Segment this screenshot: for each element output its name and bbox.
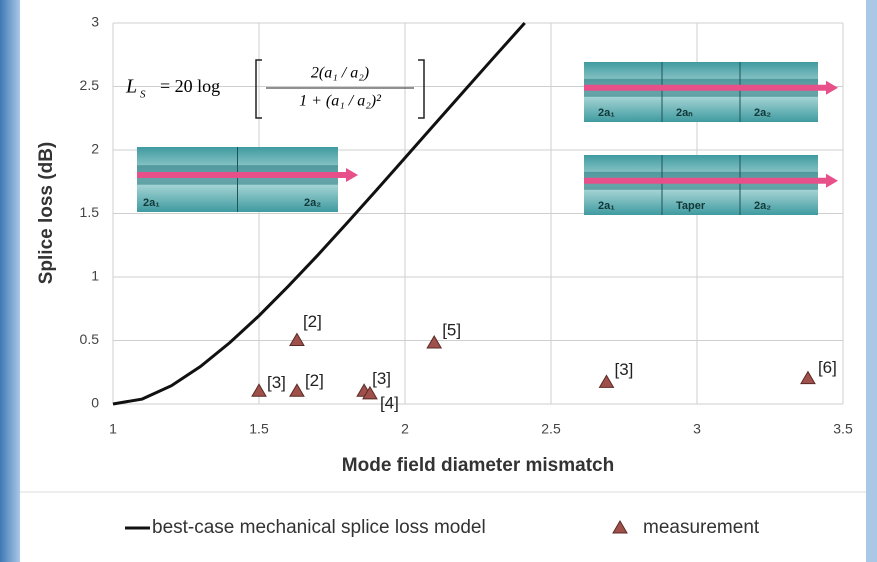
formula-numerator: 2(a₁ / a₂): [311, 65, 369, 82]
x-tick-label: 3: [693, 421, 701, 437]
point-label: [3]: [372, 369, 391, 388]
y-tick-label: 1: [91, 268, 99, 284]
formula-eq: = 20 log: [160, 76, 220, 96]
y-tick-label: 1.5: [80, 204, 100, 220]
point-label: [2]: [303, 312, 322, 331]
y-tick-label: 3: [91, 14, 99, 30]
inset-label: Taper: [676, 200, 706, 212]
point-label: [4]: [380, 393, 399, 412]
y-tick-label: 2.5: [80, 77, 100, 93]
point-label: [3]: [267, 373, 286, 392]
y-tick-label: 0: [91, 395, 99, 411]
x-tick-label: 2.5: [541, 421, 561, 437]
inset-label: 2a₁: [598, 200, 615, 212]
x-tick-label: 3.5: [833, 421, 853, 437]
legend-label: measurement: [643, 517, 760, 538]
inset-label: 2a₁: [598, 107, 615, 119]
inset-label: 2a₁: [143, 197, 160, 209]
y-tick-label: 2: [91, 141, 99, 157]
inset-label: 2a₂: [754, 200, 771, 212]
x-tick-label: 1.5: [249, 421, 269, 437]
formula-denominator: 1 + (a₁ / a₂)²: [299, 93, 382, 110]
inset-label: 2a₂: [304, 197, 321, 209]
inset-label: 2a₂: [754, 107, 771, 119]
point-label: [6]: [818, 358, 837, 377]
left-edge: [0, 0, 20, 562]
point-label: [5]: [442, 321, 461, 340]
inset-label: 2aₙ: [676, 107, 693, 119]
x-tick-label: 2: [401, 421, 409, 437]
right-edge: [866, 0, 877, 562]
formula-sub: S: [140, 89, 146, 101]
chart: Mode field diameter mismatch Splice loss…: [0, 0, 877, 562]
x-tick-label: 1: [109, 421, 117, 437]
point-label: [2]: [305, 371, 324, 390]
y-tick-label: 0.5: [80, 331, 100, 347]
x-axis-title: Mode field diameter mismatch: [342, 455, 614, 476]
formula-lhs: L: [125, 76, 137, 98]
point-label: [3]: [614, 360, 633, 379]
y-axis-title: Splice loss (dB): [36, 142, 57, 285]
legend-label: best-case mechanical splice loss model: [152, 517, 486, 538]
